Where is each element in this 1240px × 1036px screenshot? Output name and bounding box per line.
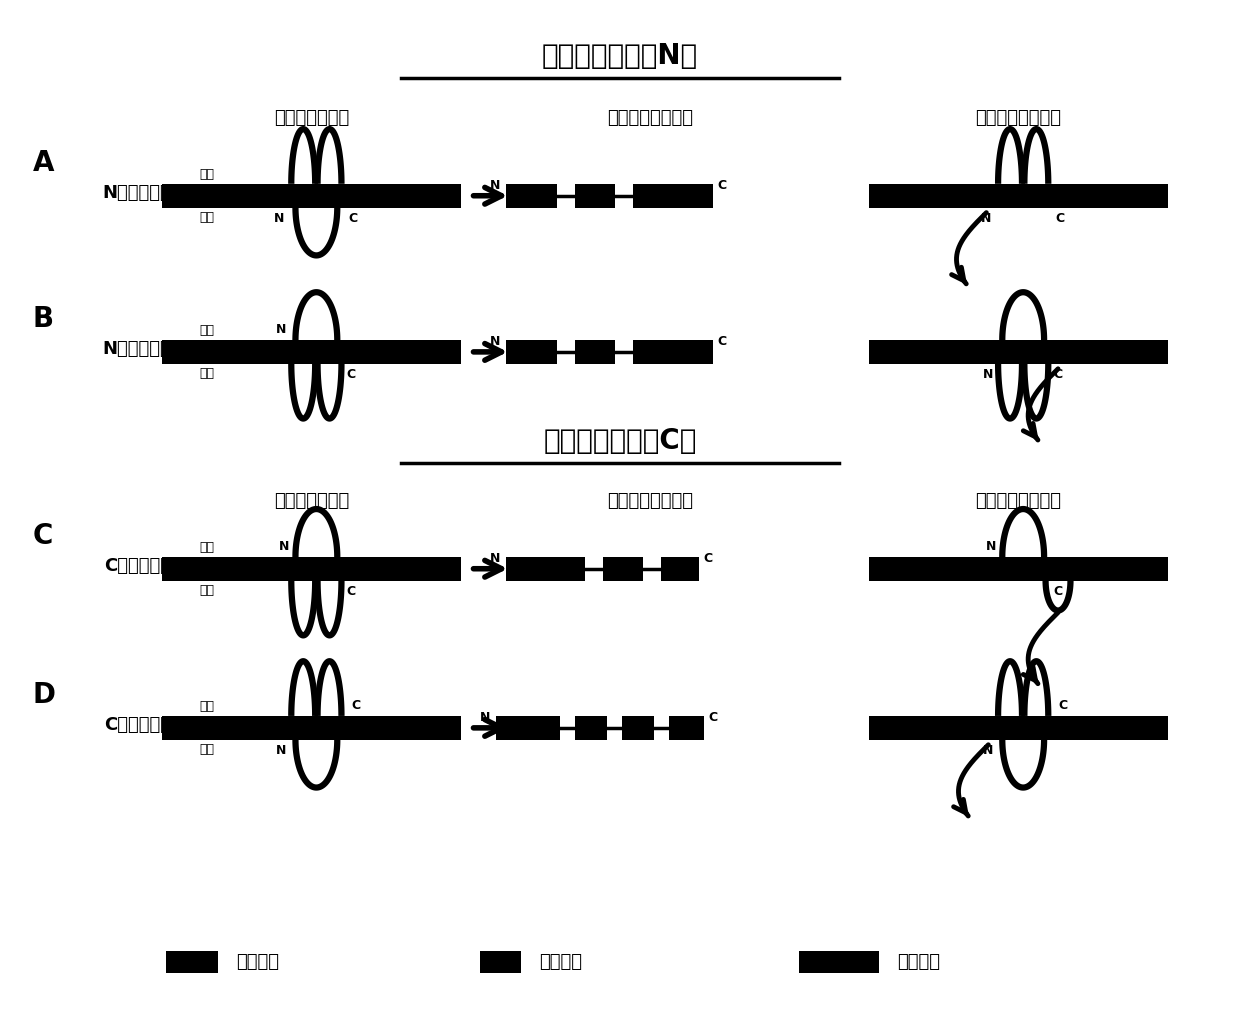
- Text: C末端在胞内: C末端在胞内: [104, 556, 171, 575]
- Text: C: C: [708, 711, 718, 724]
- Text: N末端在胞内: N末端在胞内: [103, 183, 171, 202]
- Text: A: A: [32, 149, 55, 177]
- Bar: [506, 556, 585, 580]
- Text: 胞内: 胞内: [200, 210, 215, 224]
- Text: C: C: [1054, 584, 1063, 598]
- Text: 融合表达载体结构: 融合表达载体结构: [606, 492, 693, 510]
- Text: 效应蛋白: 效应蛋白: [236, 953, 279, 971]
- Bar: [632, 340, 713, 364]
- Text: C: C: [718, 335, 727, 348]
- Bar: [603, 556, 642, 580]
- Text: C末端在胞外: C末端在胞外: [104, 716, 171, 733]
- Text: 天然膜蛋白结构: 天然膜蛋白结构: [274, 492, 348, 510]
- Bar: [575, 340, 615, 364]
- Text: 胞外: 胞外: [200, 324, 215, 337]
- Bar: [869, 716, 1168, 740]
- Text: C: C: [1055, 211, 1065, 225]
- Text: C: C: [352, 699, 361, 712]
- Bar: [162, 340, 461, 364]
- Bar: [162, 556, 461, 580]
- Bar: [800, 951, 879, 973]
- Bar: [632, 183, 713, 207]
- Text: C: C: [1054, 368, 1063, 381]
- Text: N: N: [490, 552, 501, 565]
- Bar: [869, 340, 1168, 364]
- Bar: [506, 340, 557, 364]
- Text: N: N: [277, 323, 286, 336]
- Text: C: C: [347, 368, 356, 381]
- Text: 天然膜蛋白结构: 天然膜蛋白结构: [274, 109, 348, 127]
- Text: 效应蛋白融合在N端: 效应蛋白融合在N端: [542, 42, 698, 70]
- Text: N末端在胞外: N末端在胞外: [103, 340, 171, 357]
- Text: N: N: [480, 711, 491, 724]
- Bar: [575, 716, 608, 740]
- Text: N: N: [274, 211, 285, 225]
- Text: N: N: [981, 211, 992, 225]
- Text: 胞外: 胞外: [200, 700, 215, 713]
- Text: 猎物蛋白: 猎物蛋白: [897, 953, 940, 971]
- Text: N: N: [490, 179, 501, 192]
- Text: 融合表达载体结构: 融合表达载体结构: [606, 109, 693, 127]
- Text: 效应蛋白融合在C端: 效应蛋白融合在C端: [543, 428, 697, 456]
- Text: 融合后膜蛋白结构: 融合后膜蛋白结构: [975, 109, 1061, 127]
- Text: N: N: [983, 368, 993, 381]
- Bar: [668, 716, 703, 740]
- Text: 胞外: 胞外: [200, 541, 215, 554]
- Text: N: N: [983, 744, 993, 756]
- Text: C: C: [32, 522, 53, 550]
- Text: 胞内: 胞内: [200, 583, 215, 597]
- Bar: [622, 716, 653, 740]
- Text: C: C: [703, 552, 713, 565]
- Bar: [869, 556, 1168, 580]
- Text: C: C: [1059, 699, 1068, 712]
- Bar: [162, 716, 461, 740]
- Text: N: N: [277, 744, 286, 756]
- Bar: [869, 183, 1168, 207]
- Text: C: C: [347, 584, 356, 598]
- Text: 胞内: 胞内: [200, 743, 215, 756]
- Text: 胞内: 胞内: [200, 367, 215, 380]
- Text: B: B: [32, 305, 53, 333]
- Bar: [480, 951, 522, 973]
- Bar: [166, 951, 218, 973]
- Text: N: N: [986, 540, 997, 553]
- Bar: [162, 183, 461, 207]
- Bar: [661, 556, 698, 580]
- Text: 融合后膜蛋白结构: 融合后膜蛋白结构: [975, 492, 1061, 510]
- Text: 胞外: 胞外: [200, 168, 215, 181]
- Text: N: N: [490, 335, 501, 348]
- Bar: [496, 716, 560, 740]
- Text: D: D: [32, 681, 56, 709]
- Text: 跨膜蛋白: 跨膜蛋白: [539, 953, 583, 971]
- Text: N: N: [279, 540, 290, 553]
- Text: C: C: [348, 211, 358, 225]
- Text: C: C: [718, 179, 727, 192]
- Bar: [506, 183, 557, 207]
- Bar: [575, 183, 615, 207]
